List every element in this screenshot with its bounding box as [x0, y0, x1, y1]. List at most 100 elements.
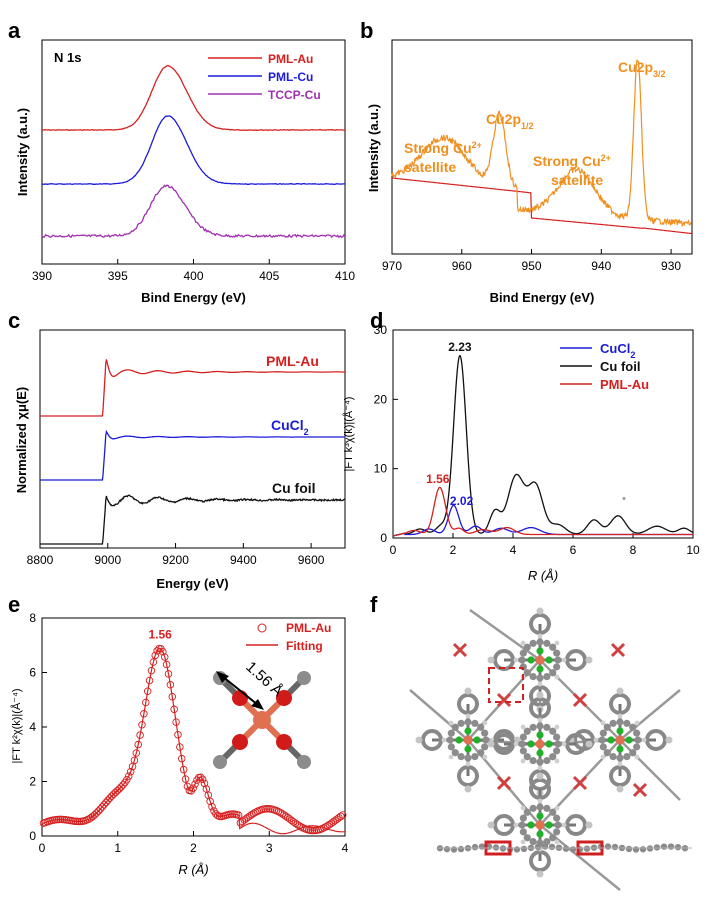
hydrogen-atom — [513, 822, 519, 828]
hydrogen-atom — [448, 754, 454, 760]
carbon-atom — [451, 723, 459, 731]
panel-e-data-circle — [215, 812, 224, 821]
phenyl-ring — [493, 733, 515, 755]
phenyl-ring — [421, 729, 443, 751]
hydrogen-atom — [554, 640, 560, 646]
carbon-atom — [543, 723, 551, 731]
hydrogen-atom — [585, 821, 593, 829]
panel-e-data-circle — [115, 785, 124, 793]
panel-e-data-circle — [333, 815, 341, 823]
hydrogen-atom — [537, 717, 543, 723]
side-view-atom — [583, 845, 591, 852]
nitrogen-atom — [625, 736, 633, 744]
hydrogen-atom — [561, 657, 567, 663]
panel-d-ytick-label: 10 — [374, 462, 388, 476]
porphyrin-unit — [487, 772, 593, 878]
panel-c-label-cu-foil: Cu foil — [272, 480, 316, 496]
panel-e-data-circle — [196, 773, 205, 782]
nitrogen-atom — [545, 656, 553, 664]
panel-e-data-circle — [234, 811, 243, 819]
panel-letter-e: e — [8, 592, 20, 617]
hydrogen-atom — [448, 720, 454, 726]
side-view-atom — [653, 844, 661, 851]
carbon-atom — [543, 673, 551, 681]
side-view-atom — [632, 846, 640, 853]
panel-b-xtick-label: 970 — [382, 259, 402, 273]
panel-e-data-circle — [200, 779, 209, 788]
inset-arrow-head — [251, 699, 264, 710]
carbon-atom — [519, 747, 527, 755]
side-view-atom — [562, 845, 570, 852]
panel-e-data-circle — [160, 653, 169, 661]
panel-a-legend-label: PML-Cu — [268, 70, 313, 84]
panel-e-data-circle — [107, 792, 116, 800]
panel-e-data-circle — [147, 666, 156, 675]
panel-e-data-circle — [85, 815, 93, 823]
hydrogen-atom — [554, 724, 560, 730]
panel-d-xtick-label: 4 — [510, 543, 517, 557]
carbon-atom — [536, 674, 544, 682]
panel-a-legend-label: TCCP-Cu — [268, 88, 321, 102]
inset-o-atom — [232, 690, 248, 706]
side-view-atom — [534, 843, 542, 851]
carbon-atom — [543, 639, 551, 647]
side-view-atom — [520, 845, 528, 853]
carbon-atom — [554, 740, 562, 748]
phenyl-ring — [529, 697, 551, 719]
panel-e-data-circle — [287, 816, 296, 825]
inset-c-atom — [213, 755, 227, 769]
carbon-atom — [629, 749, 637, 757]
phenyl-ring — [609, 693, 631, 715]
panel-letter-d: d — [370, 308, 383, 333]
carbon-atom — [549, 669, 557, 677]
panel-e-data-circle — [321, 823, 330, 831]
panel-e-ytick-label: 0 — [29, 829, 36, 843]
panel-d-peak-label: 1.56 — [426, 472, 450, 486]
panel-d-series-cu-foil — [392, 355, 694, 537]
carbon-atom — [609, 753, 617, 761]
panel-b-xtick-label: 930 — [661, 259, 681, 273]
hydrogen-atom — [415, 736, 423, 744]
hydrogen-atom — [464, 785, 472, 793]
linker-bond — [619, 689, 681, 741]
panel-c-xtick-label: 9600 — [298, 553, 325, 567]
panel-e-data-circle — [100, 800, 108, 809]
carbon-atom — [536, 803, 544, 811]
carbon-atom — [553, 828, 561, 836]
carbon-atom — [549, 753, 557, 761]
carbon-atom — [529, 757, 537, 765]
carbon-atom — [519, 649, 527, 657]
panel-e-ytick-label: 6 — [29, 666, 36, 680]
panel-d-legend-label: CuCl2 — [600, 341, 635, 360]
panel-e-data-circle — [338, 811, 347, 819]
phenyl-ring — [457, 693, 479, 715]
side-view-atom — [499, 845, 507, 852]
carbon-atom — [523, 669, 531, 677]
side-view-atom — [513, 846, 521, 853]
panel-e-data-circle — [337, 812, 345, 821]
panel-e-data-circle — [132, 749, 141, 757]
panel-e-data-circle — [274, 807, 283, 816]
panel-d-xtick-label: 0 — [390, 543, 397, 557]
panel-e-data-circle — [98, 803, 106, 811]
nitrogen-atom — [455, 736, 463, 744]
panel-a-xtick-label: 410 — [335, 269, 355, 283]
inset-arrow-head — [216, 671, 229, 683]
panel-e-data-circle — [164, 670, 173, 678]
carbon-atom — [519, 733, 527, 741]
cu-node — [632, 782, 648, 798]
carbon-atom — [518, 821, 526, 829]
nitrogen-atom — [464, 745, 472, 753]
panel-d-frame — [392, 329, 694, 539]
panel-e-data-circle — [168, 692, 177, 701]
panel-e-data-circle — [327, 819, 336, 828]
panel-e-data-circle — [291, 819, 300, 827]
cu-node — [452, 642, 468, 658]
panel-e-xtick-label: 4 — [342, 841, 349, 855]
carbon-atom — [633, 743, 641, 751]
carbon-atom — [457, 753, 465, 761]
panel-e-data-circle — [73, 817, 82, 826]
nitrogen-atom — [536, 830, 544, 838]
metal-center — [535, 739, 545, 749]
panel-c-xtick-label: 8800 — [27, 553, 54, 567]
